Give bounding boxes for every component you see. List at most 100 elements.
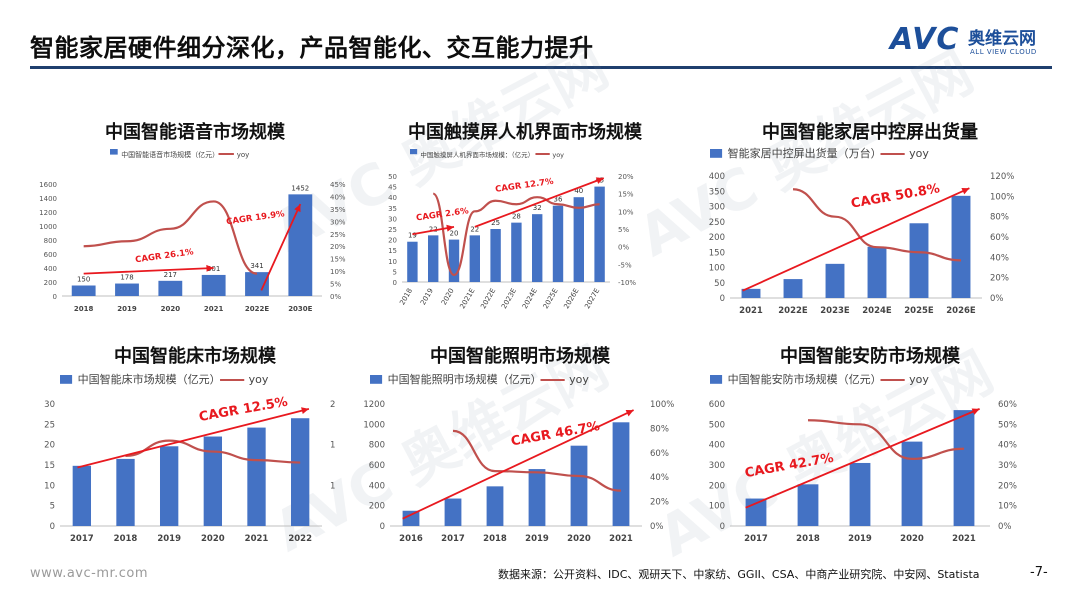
y-tick-label: 1400 <box>39 195 57 203</box>
y-tick-label: 50 <box>388 173 397 181</box>
cagr-arrow <box>745 408 980 509</box>
bar-data-label: 20 <box>450 230 459 238</box>
bar-data-label: 25 <box>491 219 500 227</box>
x-tick-label: 2021E <box>458 287 476 310</box>
y2-tick-label: 0% <box>998 522 1012 532</box>
y-tick-label: 10 <box>388 258 397 266</box>
bar <box>444 498 462 526</box>
y-tick-label: 10 <box>44 481 55 491</box>
y-tick-label: 400 <box>44 265 57 273</box>
x-tick-label: 2020 <box>900 534 924 544</box>
y2-tick-label: 20% <box>618 173 634 181</box>
x-tick-label: 2020 <box>440 287 456 306</box>
bar <box>953 410 975 526</box>
cagr-arrow <box>77 408 310 469</box>
chart-panel-control-panel-shipments: 中国智能家居中控屏出货量 智能家居中控屏出货量（万台） yoy 0 50 100 150 2… <box>690 112 1050 322</box>
bar <box>116 458 135 526</box>
y-tick-label: 200 <box>709 481 725 491</box>
x-tick-label: 2017 <box>744 534 768 544</box>
bar <box>71 285 96 296</box>
avc-logo: AVC 奥维云网 ALL VIEW CLOUD <box>890 22 1060 62</box>
chart-panel-smart-security: 中国智能安防市场规模 中国智能安防市场规模（亿元） yoy 0 100 200 300 40… <box>690 336 1050 548</box>
x-tick-label: 2020 <box>201 534 225 544</box>
y-tick-label: 200 <box>369 502 385 512</box>
cagr-arrow <box>402 409 634 520</box>
y2-tick-label: 15% <box>330 256 346 264</box>
y-tick-label: 500 <box>709 420 725 430</box>
x-tick-label: 2019 <box>419 287 435 306</box>
x-tick-label: 2021 <box>245 534 269 544</box>
y2-tick-label: 40% <box>650 473 669 483</box>
bar <box>849 462 871 526</box>
bar-data-label: 178 <box>120 274 133 282</box>
cagr-arrow-head <box>301 407 309 415</box>
y-tick-label: 800 <box>369 441 385 451</box>
bar-data-label: 28 <box>512 213 521 221</box>
bar <box>203 436 223 526</box>
chart-title: 中国智能照明市场规模 <box>430 346 610 367</box>
y2-tick-label: 100% <box>650 400 674 410</box>
bar-data-label: 36 <box>554 196 563 204</box>
chart-panel-smart-lighting: 中国智能照明市场规模 中国智能照明市场规模（亿元） yoy 0 200 400 600 80… <box>350 336 690 548</box>
x-tick-label: 2026E <box>946 306 976 316</box>
x-tick-label: 2017 <box>70 534 94 544</box>
x-tick-label: 2022E <box>479 287 497 310</box>
y-tick-label: 200 <box>44 279 57 287</box>
x-tick-label: 2022 <box>288 534 312 544</box>
logo-cn-text: 奥维云网 <box>968 29 1036 49</box>
y-tick-label: 800 <box>44 237 57 245</box>
y2-tick-label: 0% <box>330 293 341 301</box>
yoy-line <box>432 192 600 277</box>
y-tick-label: 600 <box>709 400 725 410</box>
y2-tick-label: 30% <box>998 461 1017 471</box>
legend-swatch-bar <box>370 375 383 384</box>
chart-smart-voice: 中国智能语音市场规模（亿元） yoy 0 200 400 600 800 1000 1200 14… <box>39 149 346 313</box>
bar-data-label: 1452 <box>291 184 309 192</box>
cagr-arrow-head <box>446 224 454 232</box>
legend-label: yoy <box>909 147 929 160</box>
bar-data-label: 22 <box>470 225 479 233</box>
bar-data-label: 150 <box>77 276 90 284</box>
legend-swatch-bar <box>60 375 73 384</box>
y-tick-label: 20 <box>388 237 397 245</box>
y2-tick-label: 20% <box>998 481 1017 491</box>
x-tick-label: 2025E <box>904 306 934 316</box>
y-tick-label: 35 <box>388 205 397 213</box>
x-tick-label: 2023E <box>820 306 850 316</box>
y-tick-label: 20 <box>44 441 55 451</box>
bar <box>528 469 546 526</box>
cagr-arrow-head <box>971 408 980 415</box>
y2-tick-label: 2 <box>330 400 335 410</box>
y2-tick-label: 20% <box>650 498 669 508</box>
y2-tick-label: 40% <box>998 441 1017 451</box>
x-tick-label: 2018 <box>398 287 414 306</box>
chart-title: 中国智能床市场规模 <box>114 346 276 367</box>
y2-tick-label: 1 <box>330 441 335 451</box>
x-tick-label: 2018 <box>114 534 138 544</box>
cagr-label: CAGR 46.7% <box>510 419 601 449</box>
y-tick-label: 0 <box>720 522 725 532</box>
bar <box>402 510 420 526</box>
bar-data-label: 217 <box>164 271 177 279</box>
yoy-line <box>125 439 301 464</box>
y-tick-label: 100 <box>709 264 725 274</box>
y-tick-label: 25 <box>44 420 55 430</box>
cagr-label: CAGR 12.7% <box>495 177 555 195</box>
y2-tick-label: 80% <box>650 424 669 434</box>
y-tick-label: 0 <box>53 293 57 301</box>
x-tick-label: 2023E <box>500 287 518 310</box>
cagr-label: CAGR 26.1% <box>135 247 195 265</box>
y2-tick-label: 60% <box>990 233 1009 243</box>
bar <box>511 222 522 282</box>
x-tick-label: 2019 <box>525 534 549 544</box>
bar <box>245 272 269 296</box>
legend-label: 中国智能照明市场规模（亿元） <box>388 372 542 386</box>
cagr-arrow-head <box>595 177 604 184</box>
x-tick-label: 2021 <box>609 534 633 544</box>
x-tick-label: 2019 <box>157 534 181 544</box>
bar <box>72 465 92 526</box>
x-tick-label: 2026E <box>562 287 580 310</box>
x-tick-label: 2021 <box>739 306 763 316</box>
bar <box>573 197 584 282</box>
x-tick-label: 2016 <box>399 534 423 544</box>
